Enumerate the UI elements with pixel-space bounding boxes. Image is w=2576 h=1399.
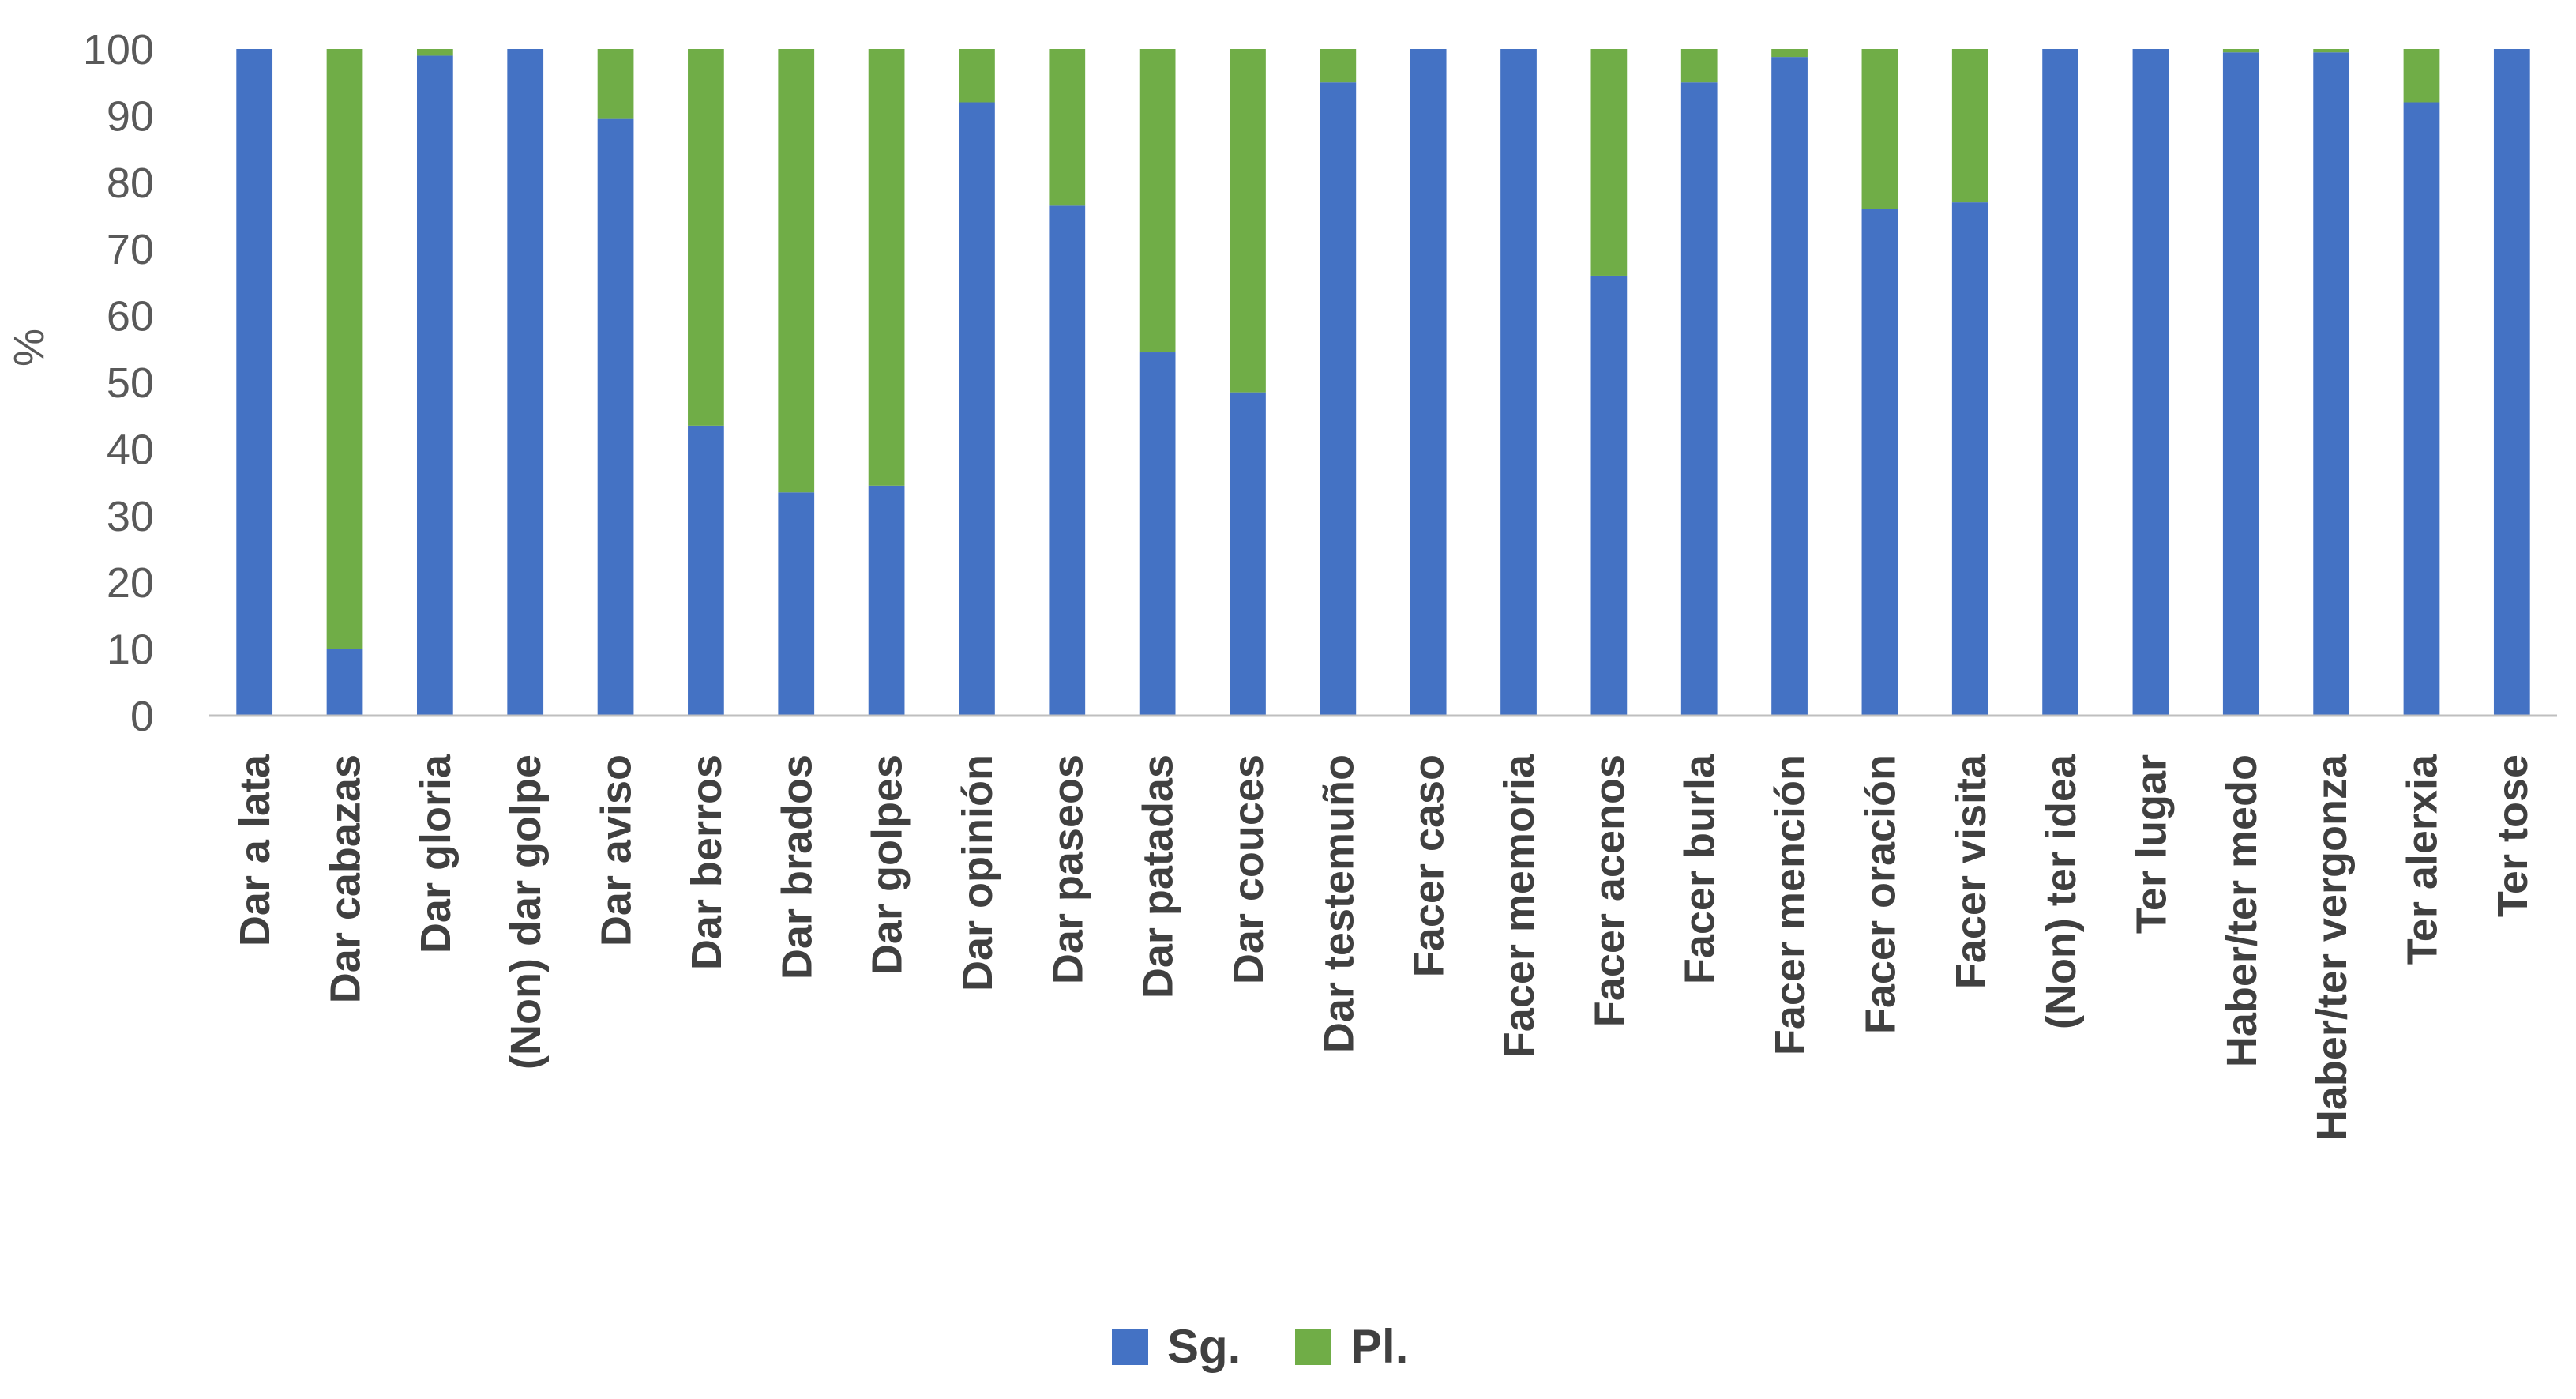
y-tick-label: 90 [107,92,154,140]
x-category-label: Facer oración [1857,754,1904,1034]
y-tick-label: 100 [83,26,154,73]
bar-sg [1049,205,1086,716]
bar-sg [2132,49,2169,716]
bar-sg [1771,57,1808,716]
x-category-label: (Non) ter idea [2037,754,2085,1029]
legend: Sg. Pl. [1112,1320,1408,1373]
x-category-label: Facer caso [1406,754,1453,977]
bar-sg [2222,52,2259,716]
bar-pl [1771,49,1808,58]
bar-pl [1590,49,1628,276]
bar-sg [416,55,453,716]
bar-pl [597,49,634,119]
x-category-label: Dar cabazas [322,754,370,1003]
x-category-label: Dar gloria [412,754,460,953]
x-category-label: Facer burla [1677,754,1724,984]
bar-sg [236,49,273,716]
bar-sg [1320,82,1357,716]
bar-pl [1230,49,1266,393]
x-category-label: (Non) dar golpe [502,754,550,1070]
y-tick-label: 40 [107,426,154,473]
x-category-label: Dar paseos [1044,754,1091,984]
bar-pl [778,49,815,493]
x-category-label: Haber/ter medo [2218,754,2266,1067]
x-category-label: Ter lugar [2127,754,2175,934]
y-tick-label: 30 [107,493,154,540]
bar-pl [1320,49,1357,83]
bar-sg [959,102,995,716]
bar-sg [1861,209,1898,716]
x-category-label: Dar berros [683,754,730,970]
bar-sg [1139,352,1176,716]
x-category-label: Dar testemuño [1315,754,1362,1053]
bar-pl [959,49,995,103]
bar-pl [868,49,905,486]
bar-pl [1951,49,1988,203]
bar-pl [416,49,453,56]
bar-sg [2042,49,2078,716]
bar-pl [1680,49,1718,83]
x-category-label: Facer memoria [1496,754,1543,1058]
x-category-label: Dar opinión [954,754,1001,991]
x-category-label: Ter tose [2489,754,2537,917]
bar-sg [868,485,905,716]
x-category-label: Facer visita [1947,754,1995,989]
bar-sg [2403,102,2440,716]
y-tick-label: 80 [107,160,154,207]
bar-sg [2493,49,2530,716]
x-category-label: Facer mención [1767,754,1814,1055]
bar-sg [688,425,724,716]
x-category-label: Dar golpes [864,754,911,975]
y-tick-label: 60 [107,293,154,340]
bar-sg [1500,49,1537,716]
bar-sg [1410,49,1447,716]
y-tick-label: 70 [107,226,154,273]
x-category-label: Dar patadas [1135,754,1182,998]
x-axis-labels: Dar a lata Dar cabazas Dar gloria (Non) dar… [231,754,2537,1141]
legend-label-pl: Pl. [1350,1320,1408,1373]
legend-swatch-sg [1112,1329,1148,1365]
bar-sg [507,49,544,716]
y-axis-label: % [6,329,53,367]
legend-label-sg: Sg. [1167,1320,1241,1373]
bars [236,49,2530,716]
bar-pl [1049,49,1086,206]
bar-pl [1861,49,1898,209]
bar-sg [597,118,634,716]
bar-sg [2313,52,2350,716]
bar-sg [778,492,815,716]
bar-pl [2222,49,2259,53]
bar-pl [326,49,363,649]
y-tick-label: 0 [130,693,154,740]
y-tick-label: 10 [107,626,154,674]
bar-sg [326,649,363,716]
x-category-label: Haber/ter vergonza [2308,754,2356,1141]
y-tick-label: 20 [107,559,154,607]
y-axis: 0 10 20 30 40 50 60 70 80 90 100 [83,26,154,740]
x-category-label: Facer acenos [1586,754,1633,1027]
bar-pl [2403,49,2440,103]
x-category-label: Ter alerxia [2398,754,2446,965]
x-category-label: Dar brados [773,754,820,980]
bar-sg [1590,275,1628,716]
bar-pl [1139,49,1176,353]
x-category-label: Dar couces [1225,754,1272,984]
y-tick-label: 50 [107,359,154,407]
bar-pl [688,49,724,426]
bar-sg [1680,82,1718,716]
x-category-label: Dar a lata [231,754,279,946]
bar-pl [2313,49,2350,53]
x-category-label: Dar aviso [593,754,640,946]
bar-sg [1230,392,1266,716]
bar-sg [1951,202,1988,716]
legend-swatch-pl [1295,1329,1331,1365]
